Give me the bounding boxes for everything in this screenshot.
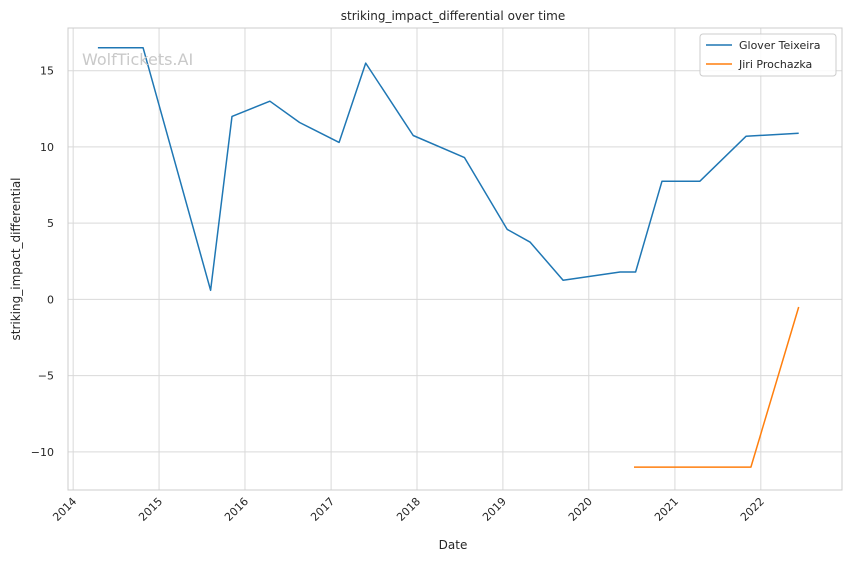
y-tick-label: 0: [47, 293, 54, 306]
y-tick-label: 5: [47, 217, 54, 230]
y-tick-label: −5: [38, 370, 54, 383]
x-axis-label: Date: [439, 538, 468, 552]
watermark: WolfTickets.AI: [82, 50, 193, 69]
y-axis-label: striking_impact_differential: [9, 177, 23, 340]
legend: Glover Teixeira Jiri Prochazka: [699, 33, 837, 77]
legend-label: Glover Teixeira: [739, 39, 821, 52]
chart-title: striking_impact_differential over time: [341, 9, 566, 23]
plot-frame: [67, 27, 843, 491]
series-layer: [97, 47, 800, 468]
legend-label: Jiri Prochazka: [738, 58, 812, 71]
y-tick-label: −10: [31, 446, 54, 459]
grid: [68, 28, 842, 490]
series-line-0: [97, 47, 799, 292]
y-axis-ticks: −10 −5 0 5 10 15: [31, 65, 54, 459]
series-line-1: [634, 306, 800, 468]
y-tick-label: 10: [40, 141, 54, 154]
legend-box: [699, 33, 837, 77]
y-tick-label: 15: [40, 65, 54, 78]
